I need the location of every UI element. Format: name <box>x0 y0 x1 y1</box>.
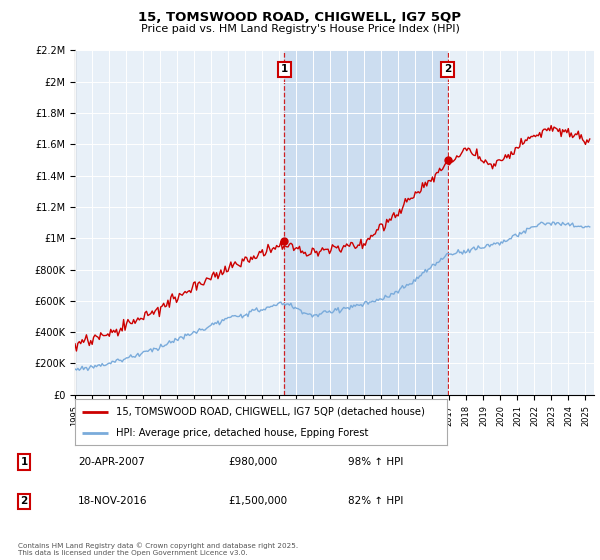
Text: 1: 1 <box>281 64 288 74</box>
Text: Contains HM Land Registry data © Crown copyright and database right 2025.
This d: Contains HM Land Registry data © Crown c… <box>18 542 298 556</box>
Text: 15, TOMSWOOD ROAD, CHIGWELL, IG7 5QP: 15, TOMSWOOD ROAD, CHIGWELL, IG7 5QP <box>139 11 461 24</box>
Text: 20-APR-2007: 20-APR-2007 <box>78 457 145 467</box>
Text: 1: 1 <box>20 457 28 467</box>
Text: £1,500,000: £1,500,000 <box>228 496 287 506</box>
Text: 82% ↑ HPI: 82% ↑ HPI <box>348 496 403 506</box>
Text: HPI: Average price, detached house, Epping Forest: HPI: Average price, detached house, Eppi… <box>116 428 368 438</box>
Text: 2: 2 <box>444 64 451 74</box>
Text: Price paid vs. HM Land Registry's House Price Index (HPI): Price paid vs. HM Land Registry's House … <box>140 24 460 34</box>
Bar <box>284 50 448 395</box>
Text: 18-NOV-2016: 18-NOV-2016 <box>78 496 148 506</box>
Text: 98% ↑ HPI: 98% ↑ HPI <box>348 457 403 467</box>
Text: 2: 2 <box>20 496 28 506</box>
Text: £980,000: £980,000 <box>228 457 277 467</box>
Text: 15, TOMSWOOD ROAD, CHIGWELL, IG7 5QP (detached house): 15, TOMSWOOD ROAD, CHIGWELL, IG7 5QP (de… <box>116 407 425 417</box>
